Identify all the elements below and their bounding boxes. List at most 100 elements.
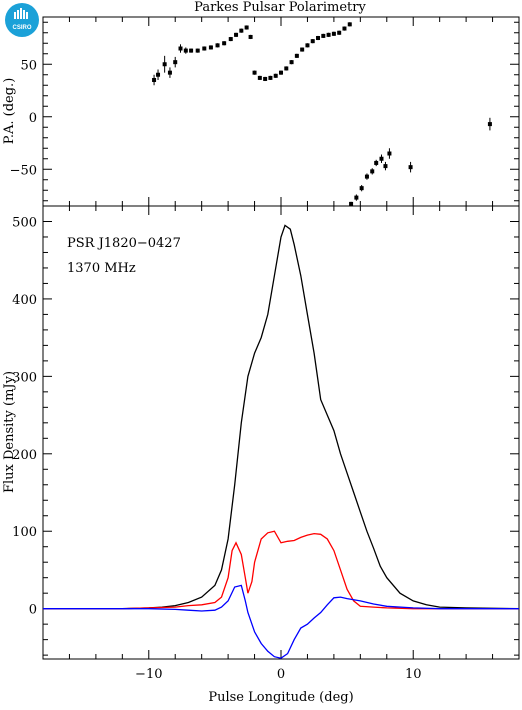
pa-panel: P.A. (deg.) −50 0 50: [2, 16, 520, 207]
pulsar-name-annotation: PSR J1820−0427: [67, 236, 181, 251]
chart-title: Parkes Pulsar Polarimetry: [194, 0, 366, 15]
pa-marker: [173, 60, 178, 65]
profile-ticks: 0 100 200 300 400 500 −10 0 10: [12, 206, 520, 682]
pa-point: [383, 161, 388, 171]
pa-point: [167, 67, 172, 78]
pa-point: [331, 31, 336, 36]
pa-point: [289, 60, 294, 65]
pa-point: [349, 201, 354, 206]
pa-marker: [189, 48, 194, 53]
pa-marker: [268, 75, 273, 80]
pa-marker: [347, 22, 352, 27]
pa-point: [316, 35, 321, 41]
pa-point: [252, 70, 257, 75]
pa-point: [202, 46, 207, 51]
pa-marker: [300, 47, 305, 52]
pa-ylabel: P.A. (deg.): [2, 78, 17, 145]
pa-marker: [156, 72, 161, 77]
profile-ytick-label: 0: [29, 603, 37, 618]
pa-marker: [252, 70, 257, 75]
profile-ytick-label: 300: [12, 370, 37, 385]
pa-point: [268, 75, 273, 80]
profile-ytick-label: 500: [12, 215, 37, 230]
pa-marker: [239, 28, 244, 33]
pa-point: [189, 48, 194, 53]
profile-ylabel: Flux Density (mJy): [2, 371, 17, 493]
pa-point: [178, 44, 183, 53]
pa-marker: [208, 45, 213, 50]
pa-marker: [383, 164, 388, 169]
profile-xtick-label: 0: [277, 667, 285, 682]
pa-point: [162, 55, 167, 73]
pa-marker: [349, 201, 354, 206]
pa-marker: [337, 30, 342, 35]
pa-point: [379, 154, 384, 163]
pa-panel-frame: [42, 16, 520, 207]
pa-ticks: −50 0 50: [10, 17, 520, 206]
pa-marker: [279, 70, 283, 75]
profile-panel: Flux Density (mJy) Pulse Longitude (deg)…: [2, 205, 520, 705]
pa-point: [228, 36, 233, 42]
pa-point: [487, 117, 492, 131]
pa-marker: [234, 32, 239, 37]
pa-marker: [364, 174, 369, 179]
profile-series-line: [43, 530, 519, 610]
pa-marker: [354, 195, 359, 200]
pa-point: [300, 47, 305, 52]
pa-point: [374, 159, 379, 167]
frequency-annotation: 1370 MHz: [67, 261, 136, 276]
pa-points: [152, 22, 492, 206]
pa-ytick-label: 0: [29, 111, 37, 126]
pa-marker: [162, 62, 167, 67]
pa-point: [239, 28, 244, 33]
pa-point: [408, 161, 413, 173]
pa-marker: [487, 122, 492, 127]
pa-point: [294, 53, 299, 58]
csiro-logo-bars: [14, 8, 28, 19]
pa-marker: [183, 48, 188, 53]
pa-point: [305, 43, 310, 48]
pa-marker: [263, 76, 268, 81]
pa-point: [273, 73, 278, 78]
pa-marker: [202, 46, 207, 51]
pa-marker: [152, 78, 157, 82]
pa-marker: [222, 41, 227, 46]
pa-marker: [305, 43, 310, 48]
pa-marker: [244, 25, 249, 30]
pa-marker: [215, 43, 220, 48]
profile-ytick-label: 200: [12, 448, 37, 463]
pa-marker: [331, 31, 336, 36]
pa-marker: [195, 48, 200, 53]
profile-xtick-label: 10: [405, 667, 422, 682]
pa-marker: [326, 32, 331, 37]
pa-ytick-label: −50: [10, 163, 37, 178]
profile-xlabel: Pulse Longitude (deg): [208, 690, 353, 705]
pa-point: [222, 41, 227, 46]
pa-point: [387, 148, 392, 159]
pa-point: [370, 168, 375, 175]
pa-point: [326, 32, 331, 37]
pa-marker: [167, 70, 172, 75]
profile-series-line: [43, 584, 519, 659]
profile-series-line: [43, 224, 520, 610]
pa-marker: [374, 160, 379, 165]
pa-marker: [257, 75, 262, 80]
csiro-logo-text: CSIRO: [12, 25, 31, 31]
pa-point: [284, 66, 289, 71]
pa-point: [321, 33, 326, 38]
pa-point: [279, 70, 283, 75]
pa-point: [248, 34, 253, 40]
pa-point: [152, 74, 157, 86]
pa-point: [364, 173, 369, 180]
pa-marker: [342, 26, 347, 31]
pa-marker: [289, 60, 294, 65]
pa-marker: [178, 46, 183, 51]
pa-point: [244, 25, 249, 30]
profile-ytick-label: 100: [12, 525, 37, 540]
pa-marker: [359, 186, 364, 191]
pa-marker: [228, 37, 233, 42]
pa-point: [359, 185, 364, 192]
pa-point: [234, 32, 239, 37]
pa-point: [173, 56, 178, 68]
